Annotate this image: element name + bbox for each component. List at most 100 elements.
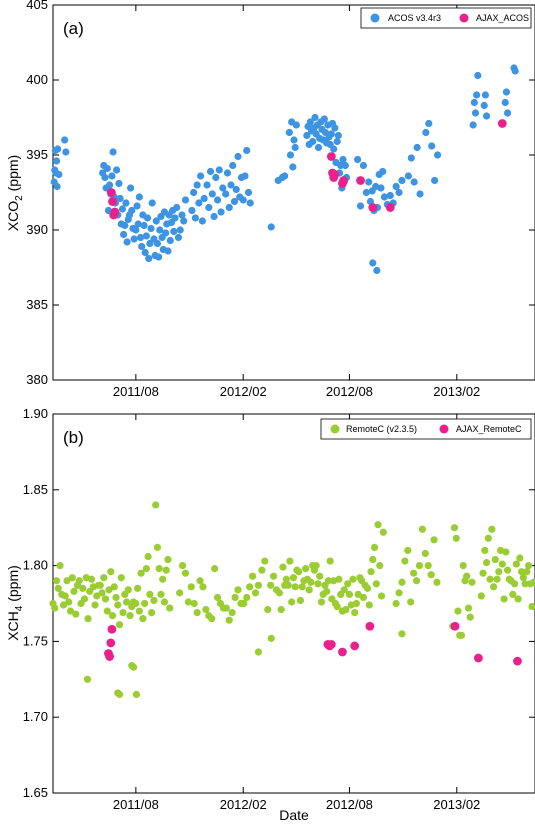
panel-b-point-main	[372, 580, 380, 588]
panel-a-point-main	[138, 242, 146, 251]
panel-a-point-main	[130, 235, 138, 243]
panel-b-ylabel: XCH4 (ppm)	[5, 565, 25, 641]
panel-a-point-main	[341, 161, 349, 170]
panel-b-xtick-label: 2011/08	[113, 797, 159, 812]
panel-a-point-ajax	[326, 152, 336, 161]
panel-b-point-main	[84, 615, 92, 623]
panel-b-point-main	[302, 565, 310, 573]
panel-a-point-ajax	[108, 197, 117, 206]
panel-b-point-main	[421, 549, 429, 558]
panel-b-point-main	[246, 583, 254, 591]
panel-b-point-main	[398, 578, 406, 586]
panel-a-point-main	[241, 172, 249, 180]
panel-b-point-main	[134, 584, 142, 592]
panel-a-point-main	[120, 230, 128, 239]
panel-a-point-main	[217, 208, 225, 216]
panel-b-point-main	[98, 589, 106, 597]
panel-b-point-main	[502, 548, 510, 556]
panel-b-point-main	[351, 608, 359, 617]
panel-a-point-main	[244, 188, 253, 197]
panel-a-legend-box	[360, 7, 532, 29]
panel-a-point-main	[470, 98, 478, 107]
panel-a-ytick-label: 390	[26, 222, 48, 237]
panel-a-point-main	[106, 181, 114, 189]
panel-b-point-main	[202, 605, 210, 614]
panel-b-point-main	[489, 583, 498, 591]
panel-b-point-main	[477, 592, 485, 600]
panel-b-point-main	[484, 534, 492, 542]
panel-b-point-main	[482, 558, 491, 567]
panel-a-ylabel: XCO2 (ppm)	[5, 155, 25, 231]
panel-a-point-main	[469, 121, 477, 129]
panel-b-point-main	[415, 562, 424, 570]
panel-a-point-main	[320, 115, 328, 123]
panel-a-point-main	[303, 131, 311, 140]
panel-b-point-main	[495, 568, 503, 576]
panel-b-point-main	[103, 607, 111, 615]
panel-b-point-main	[323, 587, 331, 595]
panel-b-point-main	[454, 607, 462, 615]
panel-a-point-main	[309, 137, 317, 146]
panel-a-point-main	[143, 214, 152, 222]
panel-b-point-main	[132, 599, 140, 608]
panel-a-point-main	[311, 113, 319, 122]
panel-a-point-main	[133, 202, 141, 210]
panel-a-point-main	[123, 238, 131, 246]
legend-acos-label: ACOS v3.4r3	[388, 13, 441, 23]
panel-a-point-main	[377, 184, 385, 192]
panel-b-point-main	[326, 557, 334, 565]
panel-b-point-ajax	[513, 656, 522, 666]
panel-b-ytick-label: 1.70	[23, 709, 48, 724]
panel-b-point-ajax	[365, 621, 375, 631]
panel-b-point-main	[367, 568, 375, 576]
panel-b-point-main	[517, 568, 526, 576]
panel-b-point-main	[296, 596, 305, 605]
panel-a-point-main	[206, 167, 215, 176]
panel-a-point-main	[222, 190, 230, 198]
panel-a-point-main	[330, 145, 338, 153]
panel-b-point-main	[132, 690, 141, 699]
panel-b-point-main	[159, 575, 167, 583]
panel-a-point-ajax	[385, 203, 395, 212]
panel-b-point-main	[70, 587, 78, 595]
panel-b-point-main	[222, 604, 230, 612]
panel-b-point-main	[463, 572, 471, 580]
panel-b-point-main	[289, 574, 298, 582]
panel-a-point-main	[234, 152, 242, 161]
panel-b-point-ajax	[106, 638, 116, 648]
panel-a-point-main	[395, 188, 403, 197]
panel-a-point-main	[170, 227, 178, 236]
panel-a-point-main	[203, 181, 211, 189]
panel-a-point-main	[431, 176, 439, 185]
panel-a-point-main	[176, 226, 184, 234]
panel-b-point-main	[284, 581, 292, 589]
panel-a-point-main	[503, 109, 512, 117]
panel-b-xtick-label: 2012/02	[220, 797, 267, 812]
panel-b-point-main	[142, 565, 150, 573]
panel-b-point-main	[61, 592, 69, 600]
panel-a-point-main	[369, 259, 377, 267]
panel-a-point-main	[190, 188, 198, 197]
panel-a-point-main	[52, 157, 61, 165]
panel-b-point-main	[500, 595, 508, 603]
panel-a-point-main	[359, 161, 368, 170]
panel-b-point-ajax	[450, 621, 460, 631]
panel-a-point-main	[61, 136, 69, 144]
panel-a-point-main	[239, 196, 247, 204]
panel-b-point-main	[117, 574, 125, 582]
panel-a-point-ajax	[110, 207, 120, 217]
panel-a-point-main	[219, 184, 227, 192]
panel-b-point-main	[225, 616, 233, 624]
legend-remotec-label: RemoteC (v2.3.5)	[346, 424, 417, 434]
panel-a-point-main	[407, 154, 415, 162]
panel-a-point-main	[215, 166, 223, 174]
panel-b-point-main	[509, 590, 517, 599]
panel-a-point-main	[122, 199, 130, 207]
panel-a-point-main	[474, 71, 482, 80]
panel-b-point-ajax	[107, 624, 117, 634]
panel-b-point-main	[342, 605, 350, 614]
panel-a-xtick-label: 2013/02	[433, 384, 480, 399]
panel-b-point-main	[243, 593, 251, 602]
panel-a-point-main	[103, 164, 111, 173]
panel-b-point-main	[377, 592, 386, 600]
